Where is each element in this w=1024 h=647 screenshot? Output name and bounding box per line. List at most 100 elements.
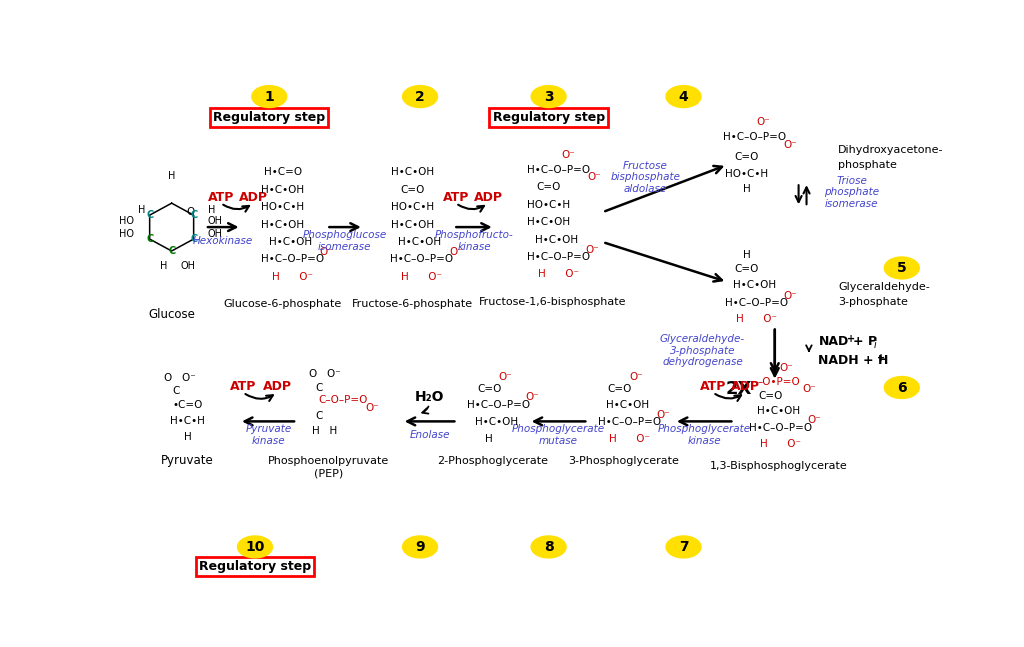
Text: 3: 3 [544,89,553,104]
Text: H•C•OH: H•C•OH [390,168,434,177]
Text: C=O: C=O [608,384,632,394]
Text: C=O: C=O [537,182,561,192]
Text: H•C•OH: H•C•OH [606,400,649,410]
Text: H      O⁻: H O⁻ [401,272,442,282]
Text: Triose
phosphate
isomerase: Triose phosphate isomerase [824,175,880,209]
Text: ATP: ATP [208,191,234,204]
Text: H      O⁻: H O⁻ [271,272,312,282]
Text: H•C•OH: H•C•OH [269,237,312,247]
Circle shape [402,85,437,107]
Text: Regulatory step: Regulatory step [493,111,604,124]
Text: Enolase: Enolase [410,430,450,440]
Text: H: H [168,171,175,181]
Text: H      O⁻: H O⁻ [609,434,650,444]
Text: H: H [138,205,145,215]
Text: O: O [186,207,195,217]
Text: Phosphoenolpyruvate: Phosphoenolpyruvate [268,456,389,466]
Text: 4: 4 [679,89,688,104]
Text: O⁻: O⁻ [780,362,794,373]
Text: H•C•OH: H•C•OH [398,237,441,247]
Text: H•C–O–P=O: H•C–O–P=O [390,254,454,265]
Text: H: H [743,184,751,193]
Text: NADH + H: NADH + H [818,354,889,367]
Text: 3-Phosphoglycerate: 3-Phosphoglycerate [568,456,680,466]
Text: OH: OH [207,229,222,239]
Text: HO•C•H: HO•C•H [261,202,304,212]
Text: Phosphoglycerate
kinase: Phosphoglycerate kinase [657,424,751,446]
Text: 6: 6 [897,380,906,395]
Text: O⁻: O⁻ [449,247,463,257]
Text: O⁻: O⁻ [498,371,512,382]
Text: Fructose-6-phosphate: Fructose-6-phosphate [351,300,473,309]
Text: H•C•OH: H•C•OH [261,185,304,195]
Text: C=O: C=O [477,384,502,394]
Text: H•C=O: H•C=O [264,168,302,177]
Text: 2: 2 [415,89,425,104]
Text: + P: + P [853,335,878,348]
Text: ATP: ATP [699,380,726,393]
Text: O⁻: O⁻ [656,410,671,421]
Text: ADP: ADP [474,191,503,204]
Text: H•C•OH: H•C•OH [475,417,518,428]
Text: Regulatory step: Regulatory step [199,560,311,573]
Circle shape [885,257,920,279]
Text: i: i [873,340,877,349]
Text: H•C•H: H•C•H [170,417,205,426]
Text: O⁻: O⁻ [366,403,379,413]
Text: H•C•OH: H•C•OH [527,217,570,227]
Text: C: C [190,234,198,244]
Text: HO•C•H: HO•C•H [390,202,434,212]
Text: NAD: NAD [818,335,849,348]
Text: ADP: ADP [731,380,760,393]
Text: HO: HO [119,216,134,226]
Text: Glyceraldehyde-
3-phosphate
dehydrogenase: Glyceraldehyde- 3-phosphate dehydrogenas… [660,334,745,367]
Text: 7: 7 [679,540,688,554]
Text: ATP: ATP [229,380,256,393]
Text: O⁻: O⁻ [526,393,540,402]
Text: C: C [315,382,323,393]
Text: 8: 8 [544,540,554,554]
Circle shape [531,85,566,107]
Text: HO•C•H: HO•C•H [725,169,769,179]
Text: H•C–O–P=O: H•C–O–P=O [526,252,590,262]
Text: H: H [160,261,167,271]
Text: 5: 5 [897,261,906,275]
Text: OH: OH [207,216,222,226]
Text: C: C [190,210,198,220]
Text: phosphate: phosphate [839,160,897,170]
Text: H: H [183,432,191,443]
Text: H•C•OH: H•C•OH [535,235,579,245]
Text: C–O–P=O: C–O–P=O [318,395,368,406]
Text: O⁻: O⁻ [756,118,770,127]
Text: H•C–O–P=O: H•C–O–P=O [467,400,530,410]
Text: Phosphoglycerate
mutase: Phosphoglycerate mutase [512,424,605,446]
Text: HO•C•H: HO•C•H [527,200,570,210]
Text: O   O⁻: O O⁻ [164,373,196,382]
Circle shape [666,536,701,558]
Text: H      O⁻: H O⁻ [538,269,579,280]
Text: H•C•OH: H•C•OH [390,219,434,230]
Text: Glucose: Glucose [148,308,196,321]
Text: Phosphoglucose
isomerase: Phosphoglucose isomerase [302,230,387,252]
Text: ADP: ADP [263,380,292,393]
Text: H: H [485,434,493,444]
Text: H   H: H H [312,426,338,436]
Text: (PEP): (PEP) [314,468,343,479]
Text: C: C [315,411,323,421]
Text: Dihydroxyacetone-: Dihydroxyacetone- [839,145,944,155]
Text: Glucose-6-phosphate: Glucose-6-phosphate [223,300,342,309]
Text: 2-Phosphoglycerate: 2-Phosphoglycerate [437,456,549,466]
Circle shape [531,536,566,558]
Text: H      O⁻: H O⁻ [736,314,777,324]
Text: H•C•OH: H•C•OH [261,219,304,230]
Text: 1,3-Bisphosphoglycerate: 1,3-Bisphosphoglycerate [710,461,848,471]
Circle shape [402,536,437,558]
Text: 3-phosphate: 3-phosphate [839,297,908,307]
Text: H•C–O–P=O: H•C–O–P=O [526,165,590,175]
Text: Glyceraldehyde-: Glyceraldehyde- [839,282,930,292]
Text: O⁻: O⁻ [561,150,575,160]
Text: HO: HO [119,229,134,239]
Text: H      O⁻: H O⁻ [760,439,801,449]
Text: H•C–O–P=O: H•C–O–P=O [723,133,786,142]
Text: Fructose-1,6-bisphosphate: Fructose-1,6-bisphosphate [479,297,627,307]
